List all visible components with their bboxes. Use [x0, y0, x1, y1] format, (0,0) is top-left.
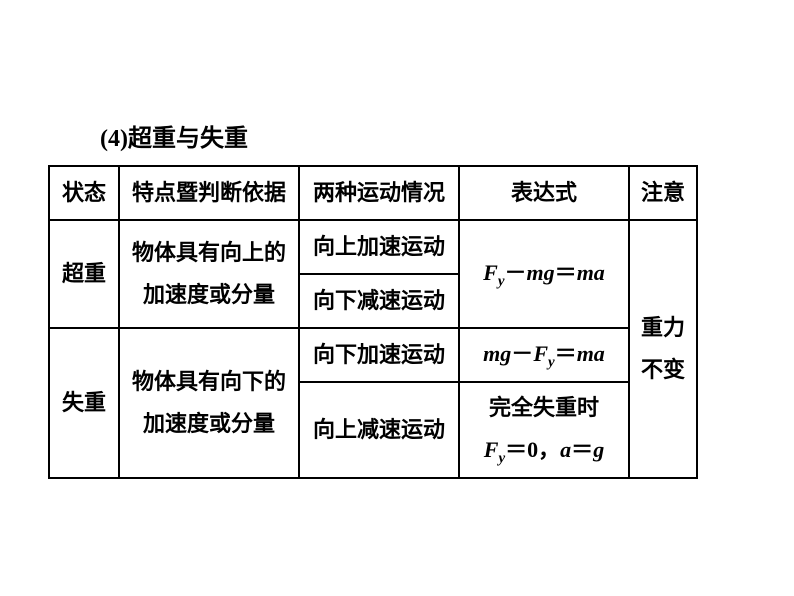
header-motion: 两种运动情况 [299, 166, 459, 220]
header-expression: 表达式 [459, 166, 629, 220]
expr-overweight: Fy－mg＝ma [459, 220, 629, 328]
motion-down-accel: 向下加速运动 [299, 328, 459, 382]
header-feature: 特点暨判断依据 [119, 166, 299, 220]
section-title: (4)超重与失重 [100, 118, 248, 153]
weight-state-table: 状态 特点暨判断依据 两种运动情况 表达式 注意 超重 物体具有向上的加速度或分… [48, 165, 698, 479]
header-state: 状态 [49, 166, 119, 220]
state-weightless: 失重 [49, 328, 119, 478]
feature-weightless: 物体具有向下的加速度或分量 [119, 328, 299, 478]
title-text: 超重与失重 [128, 126, 248, 152]
state-overweight: 超重 [49, 220, 119, 328]
table-row: 超重 物体具有向上的加速度或分量 向上加速运动 Fy－mg＝ma 重力不变 [49, 220, 697, 274]
motion-up-accel: 向上加速运动 [299, 220, 459, 274]
expr-weightless-a: mg－Fy＝ma [459, 328, 629, 382]
motion-down-decel: 向下减速运动 [299, 274, 459, 328]
note-gravity: 重力不变 [629, 220, 697, 478]
header-note: 注意 [629, 166, 697, 220]
table-row: 失重 物体具有向下的加速度或分量 向下加速运动 mg－Fy＝ma [49, 328, 697, 382]
motion-up-decel: 向上减速运动 [299, 382, 459, 478]
table-header-row: 状态 特点暨判断依据 两种运动情况 表达式 注意 [49, 166, 697, 220]
feature-overweight: 物体具有向上的加速度或分量 [119, 220, 299, 328]
expr-weightless-b: 完全失重时Fy＝0，a＝g [459, 382, 629, 478]
title-number: (4) [100, 126, 128, 152]
